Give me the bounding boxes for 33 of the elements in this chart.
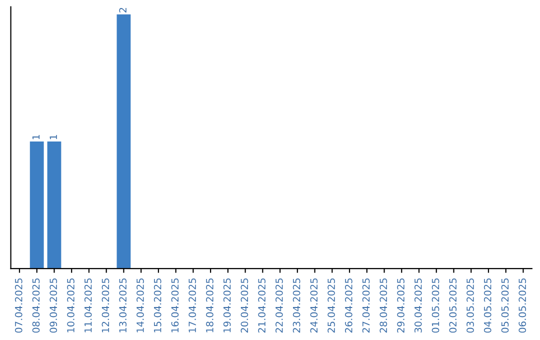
x-tick-label: 17.04.2025 (188, 278, 196, 332)
x-tick-label: 27.04.2025 (362, 278, 370, 333)
x-tick-label: 11.04.2025 (84, 278, 92, 332)
data-label: 1 (32, 134, 40, 140)
x-tick-label: 24.04.2025 (310, 278, 318, 333)
x-tick-label: 29.04.2025 (397, 278, 404, 333)
x-tick-label: 04.05.2025 (484, 278, 492, 333)
x-tick-label: 10.04.2025 (67, 278, 74, 332)
x-tick-label: 06.05.2025 (518, 278, 526, 333)
x-tick-label: 01.05.2025 (432, 278, 440, 333)
x-tick-label: 25.04.2025 (328, 278, 335, 333)
data-label: 1 (50, 134, 57, 140)
x-tick-label: 14.04.2025 (136, 278, 144, 332)
x-tick-label: 22.04.2025 (276, 278, 283, 333)
x-tick-label: 21.04.2025 (258, 278, 266, 333)
data-label: 2 (119, 8, 126, 12)
x-tick-label: 23.04.2025 (292, 278, 300, 333)
x-tick-label: 07.04.2025 (14, 278, 22, 333)
x-tick-label: 12.04.2025 (102, 278, 110, 332)
x-tick-label: 16.04.2025 (171, 278, 179, 332)
x-tick-label: 09.04.2025 (50, 278, 58, 333)
x-tick-label: 20.04.2025 (240, 278, 248, 333)
x-tick-label: 15.04.2025 (154, 278, 162, 332)
x-tick-label: 03.05.2025 (466, 278, 474, 333)
x-tick-label: 30.04.2025 (414, 278, 422, 333)
x-tick-label: 05.05.2025 (501, 278, 509, 333)
x-tick-label: 08.04.2025 (32, 278, 40, 333)
x-tick-label: 26.04.2025 (344, 278, 352, 333)
x-tick-label: 19.04.2025 (223, 278, 231, 332)
x-tick-label: 28.04.2025 (380, 278, 388, 333)
x-tick-label: 18.04.2025 (206, 278, 214, 332)
x-tick-label: 02.05.2025 (449, 278, 457, 333)
x-tick-label: 13.04.2025 (119, 278, 127, 332)
